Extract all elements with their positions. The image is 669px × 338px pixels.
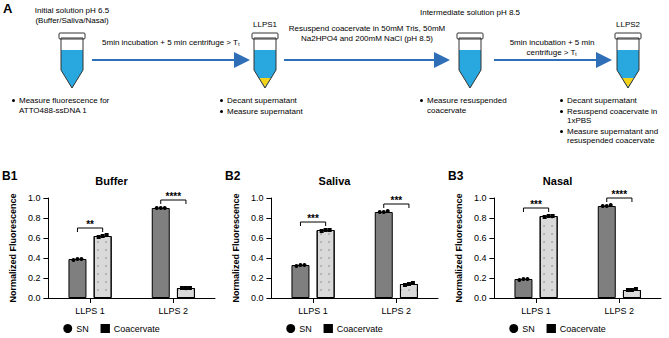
svg-text:Nasal: Nasal xyxy=(543,175,572,187)
svg-text:****: **** xyxy=(166,191,182,202)
html-text:LLPS2: LLPS2 xyxy=(616,20,640,29)
svg-text:LLPS 1: LLPS 1 xyxy=(298,306,328,316)
svg-text:0.4: 0.4 xyxy=(474,253,487,263)
svg-text:SN: SN xyxy=(522,324,535,334)
svg-text:***: *** xyxy=(391,195,403,206)
svg-text:Buffer: Buffer xyxy=(95,175,128,187)
html-text:5min incubation + 5 min centri: 5min incubation + 5 min centrifuge > Tₜ xyxy=(509,38,595,57)
html-text:Decant supernatant: Decant supernatant xyxy=(227,96,297,105)
svg-text:SN: SN xyxy=(299,324,312,334)
svg-text:SN: SN xyxy=(76,324,89,334)
svg-text:0.2: 0.2 xyxy=(28,273,41,283)
svg-text:1.0: 1.0 xyxy=(28,193,41,203)
svg-text:0.0: 0.0 xyxy=(474,293,487,303)
svg-text:0.8: 0.8 xyxy=(474,213,487,223)
svg-text:B1: B1 xyxy=(2,169,18,183)
svg-text:0.4: 0.4 xyxy=(251,253,264,263)
html-text:Decant supernatant: Decant supernatant xyxy=(567,96,637,105)
svg-text:***: *** xyxy=(307,213,319,224)
svg-text:0.8: 0.8 xyxy=(251,213,264,223)
svg-text:0.4: 0.4 xyxy=(28,253,41,263)
html-text:Initial solution pH 6.5: Initial solution pH 6.5 xyxy=(34,6,110,15)
svg-text:Coacervate: Coacervate xyxy=(337,324,383,334)
svg-text:0.6: 0.6 xyxy=(251,233,264,243)
svg-text:1.0: 1.0 xyxy=(251,193,264,203)
svg-text:0.6: 0.6 xyxy=(474,233,487,243)
html-text:LLPS1: LLPS1 xyxy=(253,20,277,29)
html-text:Measure supernatant: Measure supernatant xyxy=(227,106,303,116)
html-text:(Buffer/Saliva/Nasal): (Buffer/Saliva/Nasal) xyxy=(35,15,109,25)
svg-text:B3: B3 xyxy=(448,169,464,183)
svg-text:Coacervate: Coacervate xyxy=(560,324,606,334)
svg-text:LLPS 2: LLPS 2 xyxy=(605,306,635,316)
svg-text:0.6: 0.6 xyxy=(28,233,41,243)
svg-text:LLPS 2: LLPS 2 xyxy=(159,306,189,316)
svg-text:B2: B2 xyxy=(225,169,241,183)
html-text:Measure fluorescence for ATTO4: Measure fluorescence for ATTO488-ssDNA 1 xyxy=(19,96,110,115)
html-text:Intermediate solution pH 8.5: Intermediate solution pH 8.5 xyxy=(420,8,520,17)
svg-text:***: *** xyxy=(530,199,542,210)
svg-text:LLPS 2: LLPS 2 xyxy=(382,306,412,316)
svg-text:1.0: 1.0 xyxy=(474,193,487,203)
svg-text:Normalized Fluorescence: Normalized Fluorescence xyxy=(8,193,18,302)
svg-text:LLPS 1: LLPS 1 xyxy=(75,306,105,316)
svg-text:LLPS 1: LLPS 1 xyxy=(521,306,551,316)
svg-text:0.2: 0.2 xyxy=(474,273,487,283)
html-text:Measure resuspended coacervate: Measure resuspended coacervate xyxy=(427,96,507,115)
svg-text:Normalized Fluorescence: Normalized Fluorescence xyxy=(454,193,464,302)
svg-text:****: **** xyxy=(612,189,628,200)
html-text:Resuspend coacervate in 50mM T: Resuspend coacervate in 50mM Tris, 50mM … xyxy=(288,24,446,43)
svg-text:0.2: 0.2 xyxy=(251,273,264,283)
html-text:Measure supernatant and resusp: Measure supernatant and resuspended coac… xyxy=(567,126,659,145)
html-text:5min incubation + 5 min centri: 5min incubation + 5 min centrifuge > Tₜ xyxy=(102,38,240,47)
svg-text:0.8: 0.8 xyxy=(28,213,41,223)
svg-text:**: ** xyxy=(86,219,94,230)
svg-text:Coacervate: Coacervate xyxy=(114,324,160,334)
svg-text:Normalized Fluorescence: Normalized Fluorescence xyxy=(231,193,241,302)
svg-text:Saliva: Saliva xyxy=(319,175,352,187)
svg-text:A: A xyxy=(3,1,13,16)
svg-text:0.0: 0.0 xyxy=(28,293,41,303)
svg-text:0.0: 0.0 xyxy=(251,293,264,303)
html-text:Resuspend coacervate in 1xPBS: Resuspend coacervate in 1xPBS xyxy=(567,106,658,125)
